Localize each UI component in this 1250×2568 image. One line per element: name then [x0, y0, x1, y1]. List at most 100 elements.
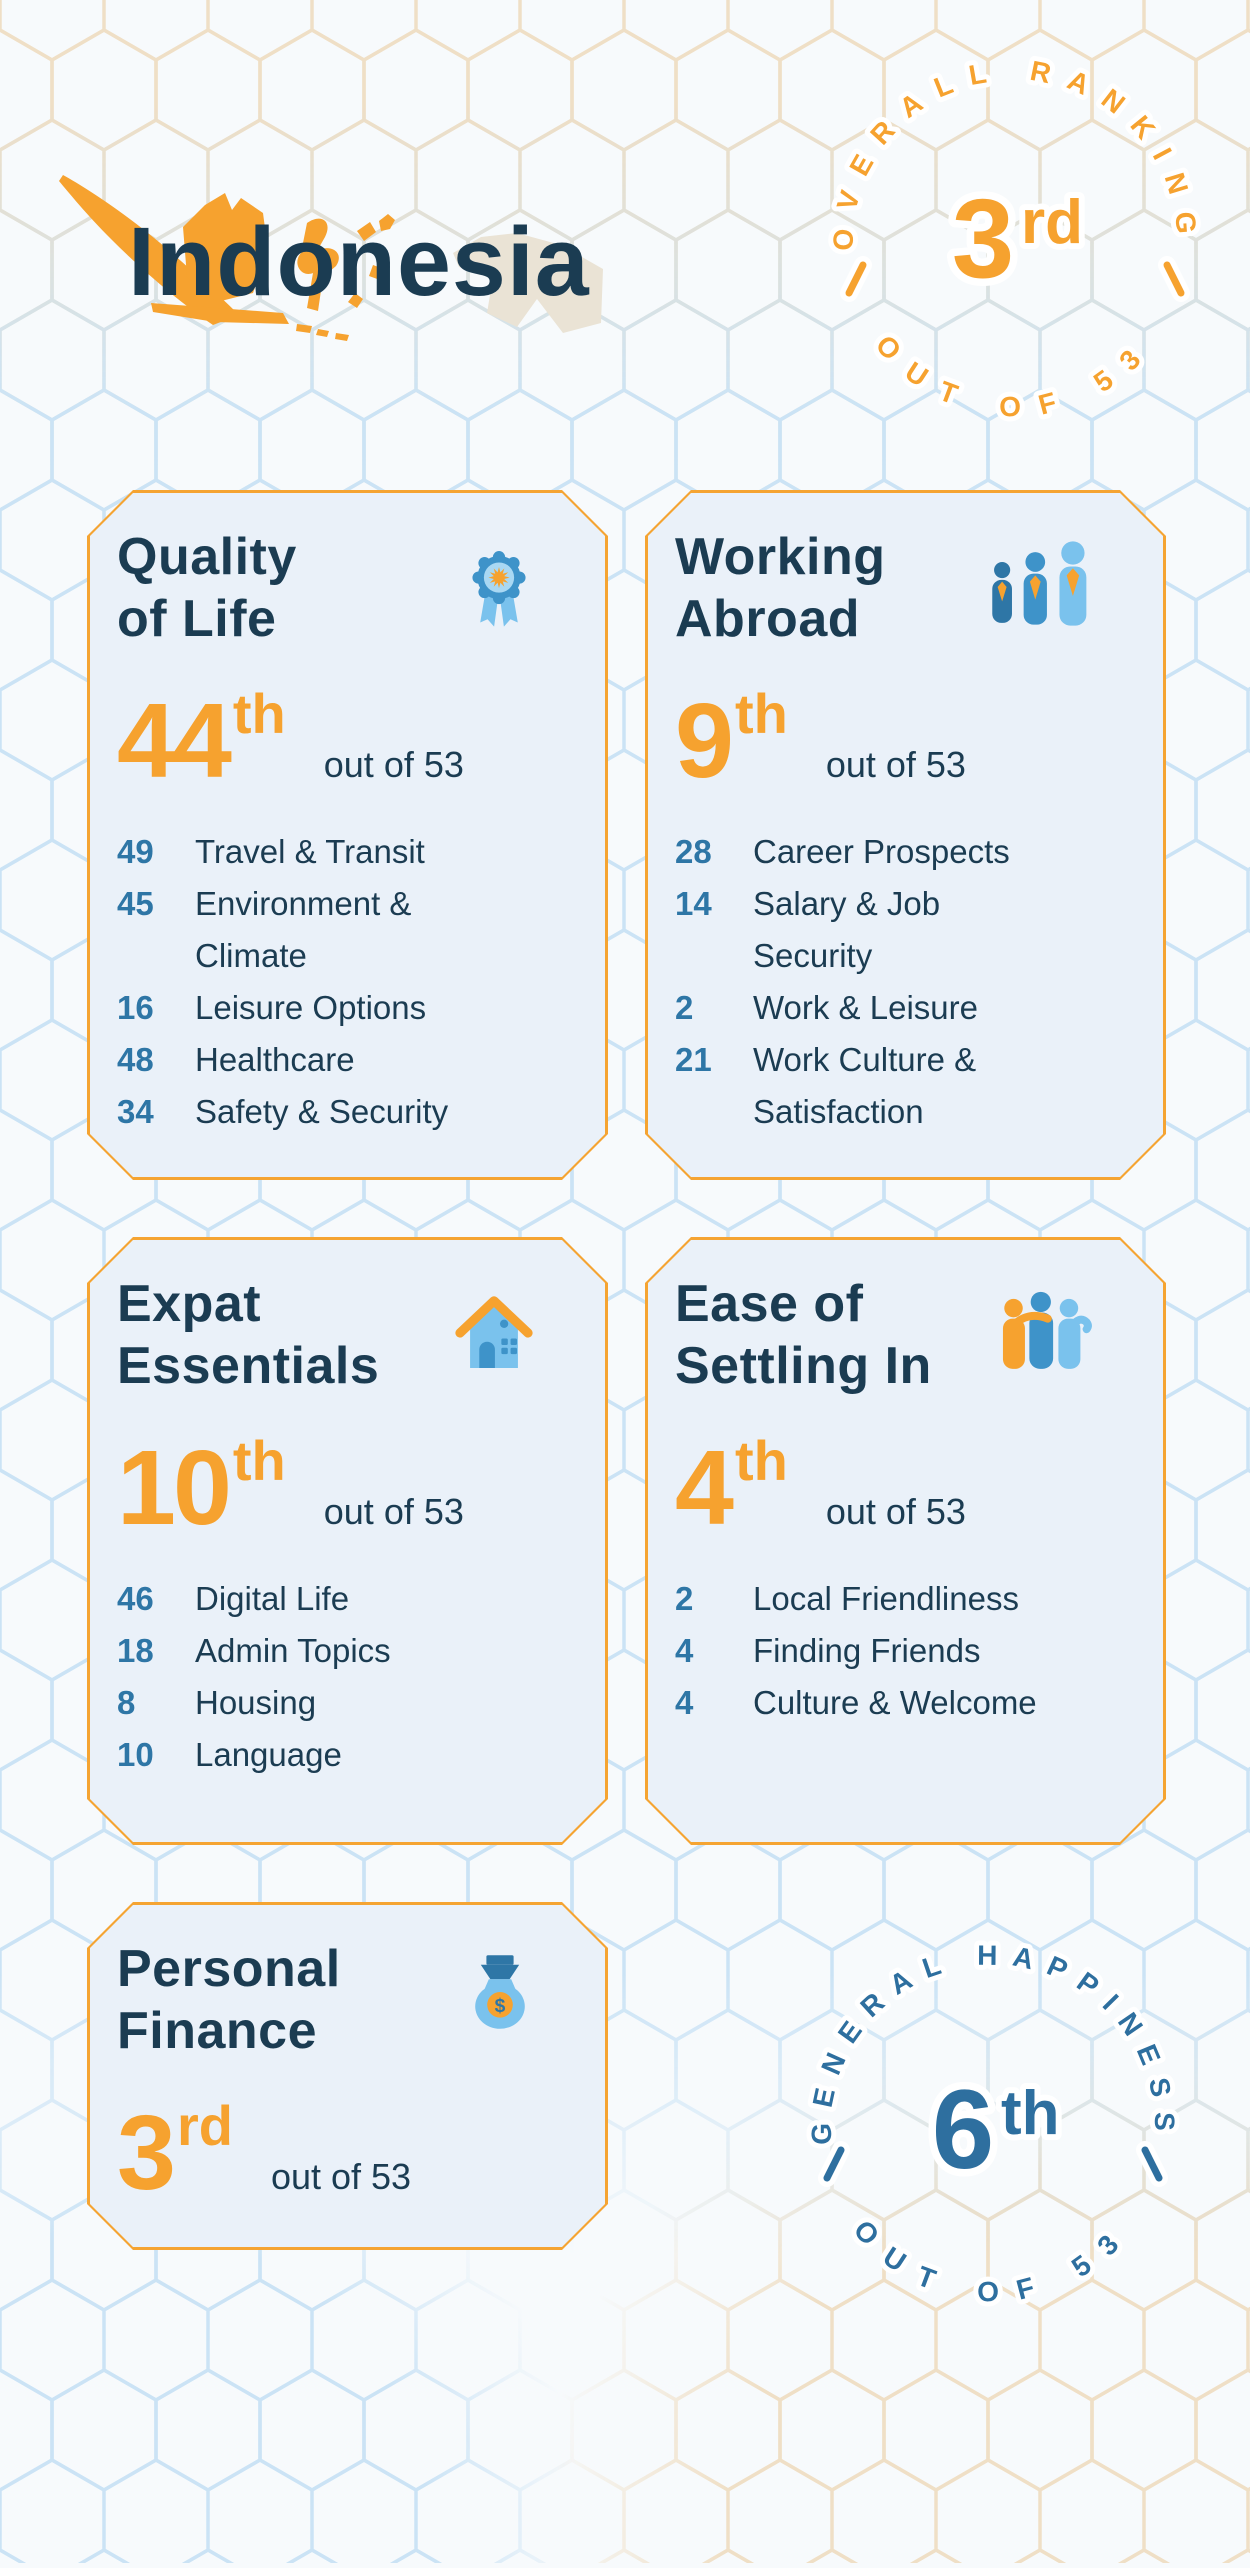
rank-row: 10th out of 53: [117, 1429, 578, 1547]
subcategory-label: Safety & Security: [195, 1093, 449, 1130]
subcategory-list: 2 Local Friendliness 4 Finding Friends 4 Cu…: [675, 1573, 1136, 1729]
card-background: [90, 493, 605, 1177]
happiness-badge-bottom-text: OUT OF 53: [843, 2209, 1123, 2312]
subcategory-label: Culture & Welcome: [753, 1684, 1037, 1721]
rank-out-of: out of 53: [825, 744, 966, 785]
subcategory-rank: 4: [675, 1632, 694, 1669]
card-quality-of-life: Quality of Life 44th out of 53 49 Travel &…: [87, 490, 608, 1180]
rank-row: 9th out of 53: [675, 682, 1136, 800]
medal-icon: [472, 551, 526, 627]
overall-badge-rank: 3: [952, 176, 1014, 301]
country-title: Indonesia: [128, 207, 590, 316]
subcategory-label: Environment & Climate: [195, 885, 412, 974]
subcategory-label: Salary & Job Security: [753, 885, 941, 974]
svg-text:OUT OF 53: OUT OF 53: [870, 329, 1160, 422]
badge-dash-right: [1141, 2146, 1163, 2182]
subcategory-label: Finding Friends: [753, 1632, 981, 1669]
card-background: [90, 1240, 605, 1842]
dollar-sign-icon: $: [495, 1996, 506, 2017]
subcategory-label: Healthcare: [195, 1041, 355, 1078]
subcategory-label: Admin Topics: [195, 1632, 391, 1669]
money-bag-icon: $: [475, 1955, 525, 2029]
category-rank: 4th: [675, 1429, 788, 1547]
subcategory-rank: 4: [675, 1684, 694, 1721]
subcategory-rank: 16: [117, 989, 154, 1026]
card-title: Personal Finance: [117, 1940, 341, 2060]
subcategory-label: Language: [195, 1736, 342, 1773]
subcategory-rank: 14: [675, 885, 712, 922]
badge-dash-left: [823, 2146, 845, 2182]
general-happiness-badge: GENERAL HAPPINESS OUT OF 53 6 th: [801, 1935, 1171, 2313]
subcategory-label: Digital Life: [195, 1580, 350, 1617]
subcategory-rank: 10: [117, 1736, 154, 1773]
rank-ordinal: th: [232, 1429, 286, 1492]
subcategory-rank: 49: [117, 833, 154, 870]
subcategory-list: 28 Career Prospects 14 Salary & Job Securi…: [675, 826, 1136, 1138]
card-content: Personal Finance $ 3rd out of 53: [87, 1902, 608, 2250]
card-content: Quality of Life 44th out of 53 49 Travel &…: [87, 490, 608, 1180]
map-islands-maluku: [348, 214, 395, 308]
map-island-borneo: [183, 193, 268, 302]
rank-out-of: out of 53: [270, 2156, 412, 2197]
card-title: Working Abroad: [675, 528, 886, 648]
coin-icon: [487, 1992, 513, 2018]
card-content: Expat Essentials 10th out of 53 46 Digital…: [87, 1237, 608, 1845]
overall-badge-ordinal: rd: [1021, 188, 1083, 257]
card-title: Quality of Life: [117, 528, 297, 648]
subcategory-label: Work & Leisure: [753, 989, 978, 1026]
subcategory-label: Housing: [195, 1684, 317, 1721]
subcategory-rank: 34: [117, 1093, 154, 1130]
subcategory-rank: 2: [675, 989, 694, 1026]
map-island-sulawesi: [297, 218, 339, 311]
rank-row: 4th out of 53: [675, 1429, 1136, 1547]
star-icon: [488, 566, 510, 589]
subcategory-label: Work Culture & Satisfaction: [753, 1041, 977, 1130]
overall-badge-bottom-text: OUT OF 53: [865, 324, 1145, 427]
subcategory-rank: 21: [675, 1041, 712, 1078]
subcategory-label: Local Friendliness: [753, 1580, 1019, 1617]
rank-out-of: out of 53: [323, 744, 464, 785]
card-content: Ease of Settling In 4th out of 53 2 Local …: [645, 1237, 1166, 1845]
category-rank: 10th: [117, 1429, 286, 1547]
badge-dash-left: [845, 261, 867, 297]
card-working-abroad: Working Abroad 9th out of 53 28 Career Pro: [645, 490, 1166, 1180]
subcategory-rank: 8: [117, 1684, 136, 1721]
rank-ordinal: th: [232, 682, 286, 745]
category-rank: 44th: [117, 682, 286, 800]
rank-row: 3rd out of 53: [117, 2094, 578, 2212]
subcategory-label: Leisure Options: [195, 989, 427, 1026]
overall-badge-top-text: OVERALL RANKING: [822, 50, 1191, 257]
category-rank: 9th: [675, 682, 788, 800]
subcategory-label: Career Prospects: [753, 833, 1010, 870]
house-icon: [455, 1296, 533, 1368]
subcategory-rank: 46: [117, 1580, 154, 1617]
subcategory-list: 49 Travel & Transit 45 Environment & Clima…: [117, 826, 578, 1138]
card-background: [90, 1905, 605, 2247]
subcategory-rank: 45: [117, 885, 154, 922]
rank-row: 44th out of 53: [117, 682, 578, 800]
overall-ranking-badge: OVERALL RANKING OUT OF 53 3 rd: [822, 50, 1191, 428]
category-rank: 3rd: [117, 2094, 233, 2212]
map-island-papua: [453, 233, 603, 333]
subcategory-list: 46 Digital Life 18 Admin Topics 8 Housing 1…: [117, 1573, 578, 1781]
card-personal-finance: Personal Finance $ 3rd out of 53: [87, 1902, 608, 2250]
subcategory-rank: 28: [675, 833, 712, 870]
rank-out-of: out of 53: [825, 1491, 966, 1532]
map-island-sumatra: [59, 175, 239, 325]
subcategory-rank: 48: [117, 1041, 154, 1078]
happiness-badge-rank: 6: [932, 2067, 994, 2192]
svg-text:OUT OF 53: OUT OF 53: [848, 2214, 1138, 2307]
rank-ordinal: th: [734, 1429, 788, 1492]
friends-icon: [1002, 1291, 1092, 1369]
subcategory-rank: 2: [675, 1580, 694, 1617]
card-expat-essentials: Expat Essentials 10th out of 53 46 Digital…: [87, 1237, 608, 1845]
card-title: Expat Essentials: [117, 1275, 380, 1395]
card-ease-of-settling-in: Ease of Settling In 4th out of 53 2 Local …: [645, 1237, 1166, 1845]
subcategory-label: Travel & Transit: [195, 833, 425, 870]
workers-icon: [992, 541, 1087, 626]
subcategory-rank: 18: [117, 1632, 154, 1669]
map-islets: [296, 324, 349, 341]
indonesia-map: [59, 175, 603, 341]
map-island-java: [151, 303, 289, 324]
happiness-badge-ordinal: th: [1001, 2079, 1060, 2148]
